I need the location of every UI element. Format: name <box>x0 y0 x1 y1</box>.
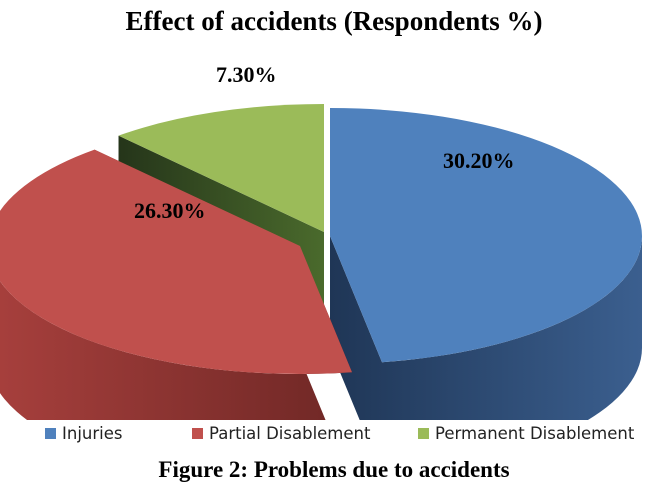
data-label-injuries: 30.20% <box>443 148 515 173</box>
pie-chart: 30.20% 26.30% 7.30% <box>0 62 642 420</box>
legend-swatch-partial-disablement <box>192 428 203 439</box>
figure-caption: Figure 2: Problems due to accidents <box>158 457 510 482</box>
data-label-permanent-disablement: 7.30% <box>216 62 277 87</box>
legend-label-partial-disablement: Partial Disablement <box>209 424 371 443</box>
pie-slice-permanent-disablement <box>118 104 324 232</box>
pie-slice-partial-disablement <box>0 149 352 374</box>
legend-label-permanent-disablement: Permanent Disablement <box>435 424 635 443</box>
legend-item-partial-disablement: Partial Disablement <box>192 424 370 443</box>
pie-slice-side-injuries <box>330 108 642 420</box>
legend-item-permanent-disablement: Permanent Disablement <box>418 424 634 443</box>
legend-swatch-permanent-disablement <box>418 428 429 439</box>
pie-slice-injuries <box>330 108 642 363</box>
legend-item-injuries: Injuries <box>45 424 122 443</box>
chart-title: Effect of accidents (Respondents %) <box>125 6 543 36</box>
data-label-partial-disablement: 26.30% <box>134 198 206 223</box>
legend-swatch-injuries <box>45 428 56 439</box>
legend-label-injuries: Injuries <box>62 424 123 443</box>
